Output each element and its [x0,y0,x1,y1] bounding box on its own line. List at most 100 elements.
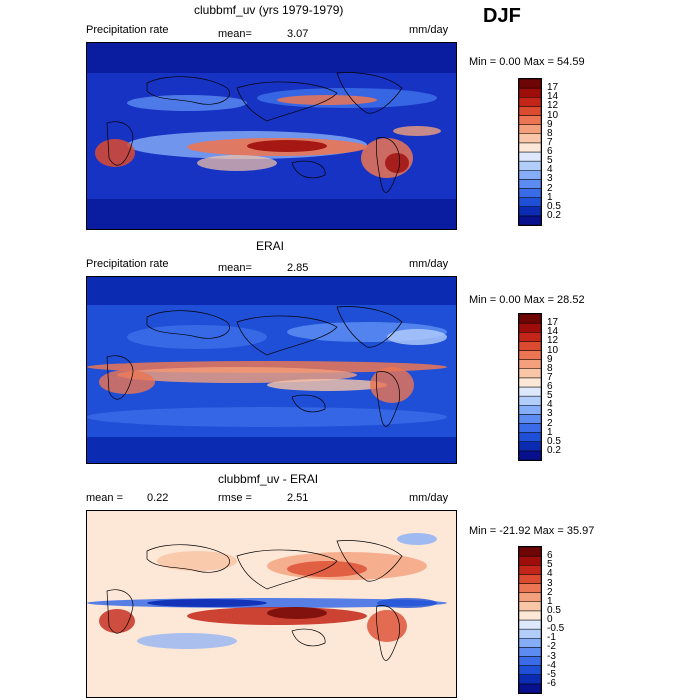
panel-1-colorbar-label-10: 9 [547,118,553,130]
panel-2-map [86,276,457,464]
panel-3-colorbar-swatch-3 [519,656,541,666]
panel-1-range: Min = 0.00 Max = 54.59 [469,56,585,68]
panel-2-colorbar-label-2: 1 [547,426,553,438]
panel-2-colorbar-label-8: 7 [547,371,553,383]
panel-2-units: mm/day [409,258,449,270]
panel-1-colorbar-label-14: 17 [547,82,559,94]
panel-3-colorbar-label-3: -3 [547,650,556,662]
panel-3-colorbar-label-9: 1 [547,595,553,607]
panel-3-colorbar-label-5: -1 [547,632,556,644]
panel-2-colorbar-swatch-15 [519,314,541,324]
panel-1-colorbar-label-3: 2 [547,182,553,194]
panel-1-colorbar-label-0: 0.2 [547,209,561,221]
panel-1-colorbar-label-4: 3 [547,173,553,185]
panel-2-colorbar-label-6: 5 [547,390,553,402]
panel-1-colorbar-swatch-2 [519,197,541,207]
panel-1-colorbar-swatch-4 [519,179,541,189]
panel-2-colorbar-label-3: 2 [547,417,553,429]
panel-2-map-svg [87,277,456,463]
panel-3-colorbar-swatch-1 [519,674,541,685]
panel-3-colorbar-swatch-8 [519,610,541,621]
panel-3-colorbar-swatch-11 [519,583,541,593]
panel-2-colorbar-swatch-9 [519,368,541,379]
panel-3-colorbar-swatch-10 [519,592,541,602]
panel-3-colorbar-swatch-5 [519,638,541,648]
panel-2-colorbar [518,313,542,461]
panel-3-rmse-value: 2.51 [287,492,309,504]
panel-2-colorbar-swatch-1 [519,441,541,452]
panel-2-range: Min = 0.00 Max = 28.52 [469,294,585,306]
panel-1-colorbar-label-9: 8 [547,127,553,139]
panel-2-colorbar-label-1: 0.5 [547,435,561,447]
panel-1-colorbar-swatch-7 [519,151,541,162]
panel-2-colorbar-swatch-6 [519,395,541,406]
panel-2-mean-value: 2.85 [287,262,309,274]
panel-3-colorbar-swatch-13 [519,565,541,575]
panel-3-mean-value: 0.22 [147,492,169,504]
panel-3-colorbar-swatch-4 [519,647,541,657]
panel-2-colorbar-label-9: 8 [547,362,553,374]
panel-3-colorbar-swatch-14 [519,555,541,566]
panel-3-colorbar-label-6: -0.5 [547,623,565,635]
panel-2-colorbar-label-13: 14 [547,326,559,338]
panel-1-colorbar-label-5: 4 [547,164,553,176]
panel-2-colorbar-label-14: 17 [547,317,559,329]
panel-3-colorbar-swatch-6 [519,628,541,639]
panel-1-colorbar-swatch-1 [519,206,541,217]
panel-3-rmse-label: rmse = [218,492,252,504]
panel-3-units: mm/day [409,492,449,504]
panel-1-map-svg [87,43,456,229]
panel-3-colorbar-label-0: -6 [547,677,556,689]
panel-2-colorbar-swatch-13 [519,332,541,342]
panel-1-colorbar-label-13: 14 [547,91,559,103]
panel-2-colorbar-swatch-10 [519,359,541,369]
season-label: DJF [483,5,521,27]
panel-3-mean-label: mean = [86,492,123,504]
panel-3-colorbar-swatch-15 [519,547,541,557]
panel-3-map-svg [87,511,456,697]
panel-1-units: mm/day [409,24,449,36]
panel-1-map [86,42,457,230]
panel-1-colorbar-swatch-9 [519,133,541,144]
panel-2-colorbar-label-5: 4 [547,399,553,411]
panel-3-colorbar-label-14: 6 [547,550,553,562]
panel-2-colorbar-swatch-2 [519,432,541,442]
panel-2-colorbar-swatch-5 [519,405,541,415]
panel-2-mean-label: mean= [218,262,252,274]
panel-1-colorbar-swatch-10 [519,124,541,134]
panel-1-variable-label: Precipitation rate [86,24,169,36]
panel-1-colorbar-label-1: 0.5 [547,200,561,212]
panel-1-mean-label: mean= [218,28,252,40]
panel-1-colorbar-label-11: 10 [547,109,559,121]
panel-1-colorbar-swatch-11 [519,115,541,125]
panel-3-colorbar-label-1: -5 [547,668,556,680]
panel-1-colorbar-label-2: 1 [547,191,553,203]
panel-1-colorbar-swatch-5 [519,170,541,180]
panel-3-colorbar-label-10: 2 [547,586,553,598]
panel-3-colorbar-label-2: -4 [547,659,556,671]
panel-3-colorbar-label-13: 5 [547,559,553,571]
panel-1-colorbar-label-12: 12 [547,100,559,112]
panel-1-colorbar-svg [519,79,541,225]
panel-1-colorbar-swatch-0 [519,215,541,225]
panel-1-colorbar-swatch-6 [519,160,541,171]
panel-3-colorbar [518,546,542,694]
panel-2-title: ERAI [256,239,285,253]
panel-3-colorbar-label-12: 4 [547,568,553,580]
panel-3-colorbar-swatch-0 [519,683,541,693]
panel-1-colorbar-swatch-8 [519,142,541,153]
panel-2-colorbar-swatch-7 [519,386,541,397]
panel-2-colorbar-swatch-12 [519,341,541,351]
panel-3-colorbar-label-4: -2 [547,641,556,653]
panel-1-colorbar-swatch-12 [519,106,541,116]
panel-3-colorbar-swatch-9 [519,601,541,612]
panel-3-colorbar-label-8: 0.5 [547,604,561,616]
panel-3-colorbar-svg [519,547,541,693]
panel-3-range: Min = -21.92 Max = 35.97 [469,525,595,537]
panel-3-title: clubbmf_uv - ERAI [218,472,319,486]
panel-2-colorbar-label-10: 9 [547,353,553,365]
panel-2-colorbar-label-11: 10 [547,344,559,356]
panel-3-colorbar-label-11: 3 [547,577,553,589]
panel-1-colorbar-swatch-14 [519,87,541,98]
panel-2-variable-label: Precipitation rate [86,258,169,270]
